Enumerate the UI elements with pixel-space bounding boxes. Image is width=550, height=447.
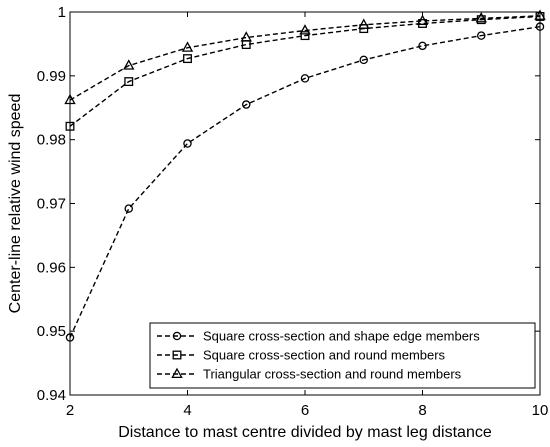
x-tick-label: 10 [532,402,549,419]
legend-label: Triangular cross-section and round membe… [203,367,462,382]
x-tick-label: 2 [66,402,74,419]
x-tick-label: 8 [418,402,426,419]
legend-item: Square cross-section and shape edge memb… [157,329,480,344]
y-tick-label: 1 [58,4,66,21]
legend: Square cross-section and shape edge memb… [150,323,535,388]
y-tick-label: 0.99 [37,68,66,85]
y-tick-label: 0.96 [37,259,66,276]
legend-item: Triangular cross-section and round membe… [157,367,462,382]
y-axis-title: Center-line relative wind speed [7,94,24,314]
x-tick-label: 4 [183,402,191,419]
x-axis-title: Distance to mast centre divided by mast … [118,424,492,441]
y-tick-label: 0.97 [37,196,66,213]
y-tick-label: 0.94 [37,387,66,404]
x-tick-label: 6 [301,402,309,419]
legend-label: Square cross-section and shape edge memb… [203,329,480,344]
legend-label: Square cross-section and round members [203,348,446,363]
y-tick-label: 0.98 [37,132,66,149]
y-tick-label: 0.95 [37,323,66,340]
